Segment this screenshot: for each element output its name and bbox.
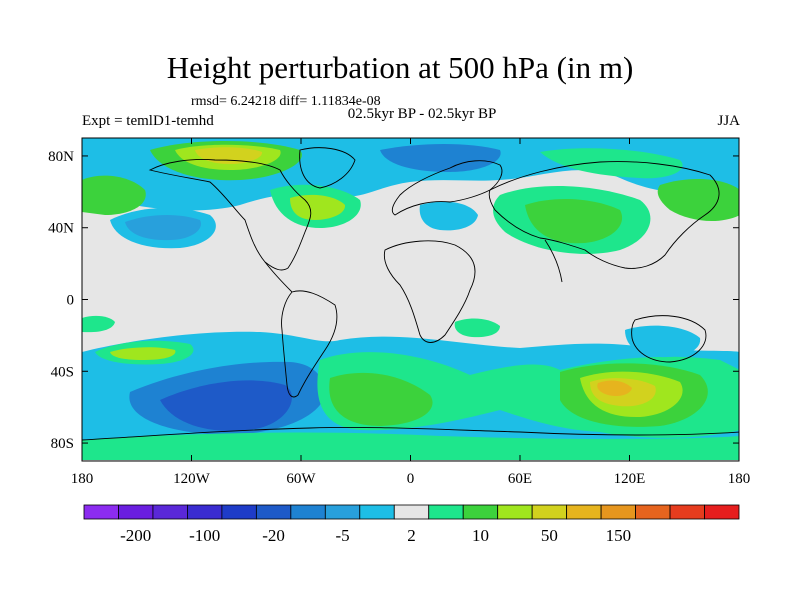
contour-pacific-low-core: [125, 214, 201, 241]
contour-field: [82, 138, 739, 461]
contour-indian-small: [454, 318, 500, 338]
colorbar-label: -100: [189, 526, 220, 545]
contour-south-pacific-core: [160, 380, 292, 431]
colorbar-swatch: [290, 504, 326, 520]
contour-south-indian-peak: [597, 380, 632, 396]
colorbar-label: 10: [472, 526, 489, 545]
colorbar-label: 2: [407, 526, 416, 545]
colorbar-swatch: [669, 504, 705, 520]
colorbar-label: -5: [335, 526, 349, 545]
colorbar: -200 -100 -20 -5 2 10 50 150: [83, 504, 740, 545]
y-tick-label: 80N: [48, 149, 74, 165]
colorbar-swatch: [635, 504, 671, 520]
coast-greenland: [299, 147, 356, 189]
contour-pacific-high-west: [82, 175, 146, 215]
y-tick-label: 40S: [51, 364, 74, 380]
chart-title: Height perturbation at 500 hPa (in m): [166, 50, 634, 85]
colorbar-swatch: [255, 504, 292, 520]
contour-siberia-low: [540, 148, 683, 179]
colorbar-swatch: [704, 504, 740, 520]
coast-australia: [631, 315, 707, 363]
colorbar-swatch: [531, 504, 568, 520]
colorbar-swatch: [428, 504, 464, 520]
coast-europe: [391, 160, 503, 216]
colorbar-swatch: [83, 504, 119, 520]
contour-antarctic-band: [82, 432, 739, 460]
colorbar-swatch: [324, 504, 361, 520]
coast-india: [544, 239, 563, 283]
x-tick-label: 180: [728, 471, 751, 487]
map-axes: 180 120W 60W 0 60E 120E 180 80N 40N 0 40S 80S: [48, 138, 750, 487]
contour-mediterranean-low: [419, 201, 478, 231]
colorbar-label: 150: [606, 526, 632, 545]
colorbar-swatch: [566, 504, 602, 520]
colorbar-swatch: [393, 504, 430, 520]
colorbar-swatch: [497, 504, 533, 520]
coast-south-america: [281, 290, 338, 398]
y-tick-label: 0: [67, 293, 75, 309]
colorbar-swatch: [359, 504, 395, 520]
coast-antarctica: [82, 427, 739, 441]
colorbar-swatch: [152, 504, 188, 520]
colorbar-swatch: [600, 504, 636, 520]
contour-south-atlantic-mid: [329, 372, 433, 426]
colorbar-label: -200: [120, 526, 151, 545]
contour-north-atlantic-low: [380, 144, 501, 172]
coast-central-america: [264, 261, 293, 293]
coast-asia: [488, 161, 720, 269]
contour-north-america-high-core: [290, 194, 346, 220]
x-tick-label: 120E: [614, 471, 646, 487]
experiment-label: Expt = temlD1-temhd: [82, 113, 214, 129]
contour-pacific-tropical: [82, 315, 115, 333]
coast-africa: [383, 240, 476, 343]
x-tick-label: 120W: [173, 471, 211, 487]
coast-north-america: [148, 159, 312, 271]
x-tick-label: 180: [71, 471, 94, 487]
x-tick-label: 0: [407, 471, 415, 487]
colorbar-swatch: [118, 504, 154, 520]
y-tick-label: 80S: [51, 436, 74, 452]
contour-australia-low: [625, 325, 701, 358]
colorbar-label: -20: [262, 526, 285, 545]
coastlines: [82, 147, 739, 441]
colorbar-swatch: [221, 504, 257, 520]
period-line: 02.5kyr BP - 02.5kyr BP: [347, 106, 497, 122]
x-tick-label: 60W: [286, 471, 316, 487]
contour-asia-high-inner: [525, 198, 623, 244]
contour-southeast-pacific-small-core: [110, 347, 176, 360]
stats-line: rmsd= 6.24218 diff= 1.11834e-08: [191, 94, 381, 109]
colorbar-label: 50: [541, 526, 558, 545]
season-label: JJA: [717, 113, 740, 129]
y-tick-label: 40N: [48, 221, 74, 237]
colorbar-swatch: [187, 504, 223, 520]
x-tick-label: 60E: [508, 471, 532, 487]
colorbar-swatch: [462, 504, 499, 520]
